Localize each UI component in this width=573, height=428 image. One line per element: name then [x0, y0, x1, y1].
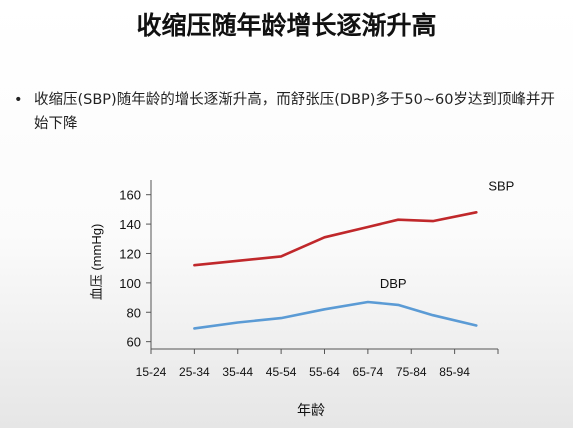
y-tick-label: 160	[119, 188, 141, 203]
y-tick-label: 100	[119, 276, 141, 291]
sbp-line	[193, 211, 478, 267]
x-tick-label: 65-74	[353, 365, 384, 379]
bullet-marker: •	[14, 92, 23, 108]
y-axis-label: 血压 (mmHg)	[89, 224, 104, 301]
y-tick-label: 80	[127, 305, 141, 320]
y-tick-label: 120	[119, 246, 141, 261]
x-axis-label: 年龄	[297, 402, 325, 418]
x-tick-label: 55-64	[309, 365, 340, 379]
y-tick-label: 60	[127, 335, 141, 350]
x-tick-label: 25-34	[179, 365, 210, 379]
sbp-series-label: SBP	[488, 178, 514, 193]
dbp-series-label: DBP	[380, 276, 407, 291]
x-tick-label: 45-54	[266, 365, 297, 379]
x-tick-label: 75-84	[396, 365, 427, 379]
x-tick-label: 35-44	[222, 365, 253, 379]
dbp-line	[193, 300, 478, 330]
slide-title: 收缩压随年龄增长逐渐升高	[136, 11, 437, 40]
y-tick-label: 140	[119, 217, 141, 232]
x-tick-label: 15-24	[136, 365, 167, 379]
x-tick-label: 85-94	[439, 365, 470, 379]
bullet-text: 收缩压(SBP)随年龄的增长逐渐升高，而舒张压(DBP)多于50~60岁达到顶峰…	[34, 92, 555, 132]
chart-series: SBP DBP	[193, 178, 514, 330]
bullet-point: • 收缩压(SBP)随年龄的增长逐渐升高，而舒张压(DBP)多于50~60岁达到…	[14, 88, 564, 136]
x-axis-ticks: 15-24 25-34 35-44 45-54 55-64 65-74 75-84 85-94	[136, 349, 499, 379]
y-axis-ticks: 60 80 100 120 140 160	[119, 188, 151, 350]
